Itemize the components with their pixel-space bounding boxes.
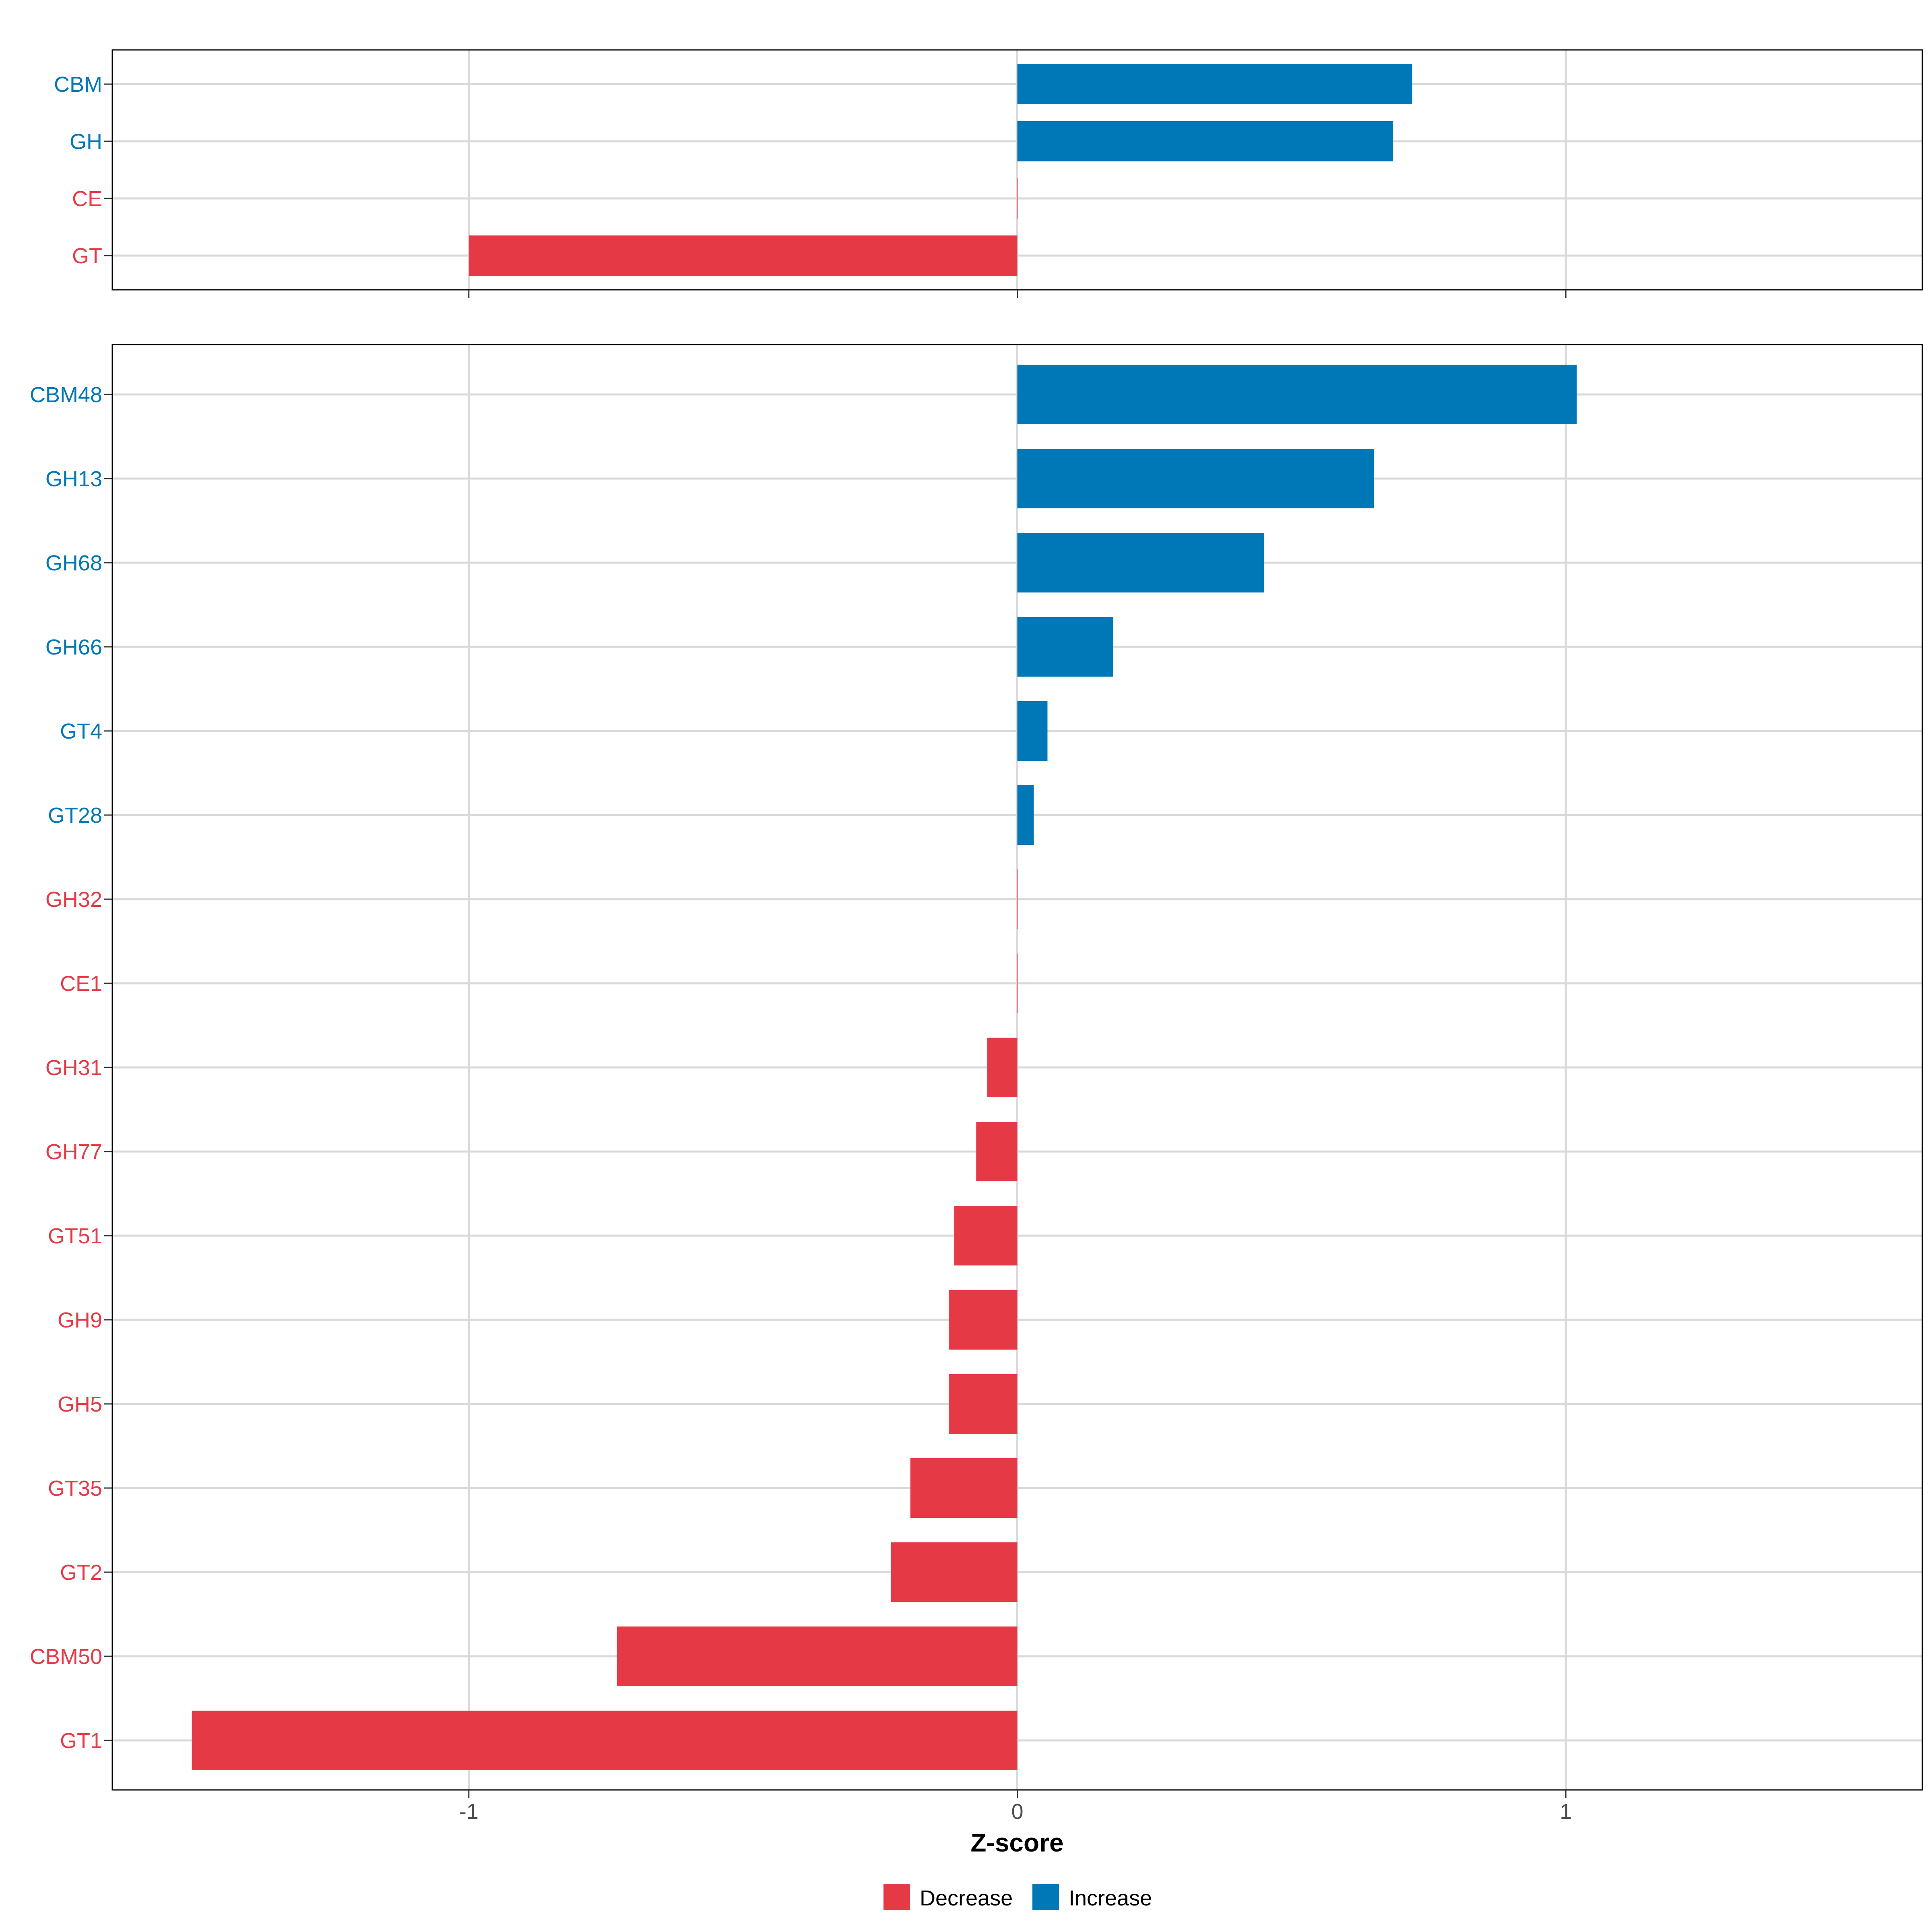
category-label-cbm50: CBM50: [30, 1645, 102, 1669]
bar-cbm48: [1017, 365, 1577, 424]
x-tick-label: 0: [1011, 1800, 1023, 1824]
category-label-gt2: GT2: [60, 1560, 102, 1585]
bar-gh66: [1017, 617, 1113, 677]
bar-gt51: [954, 1206, 1018, 1265]
top-panel-bars: [469, 64, 1412, 276]
category-label-gh32: GH32: [45, 888, 102, 912]
category-label-gt1: GT1: [60, 1729, 102, 1753]
bar-cbm50: [617, 1627, 1018, 1686]
legend-label-decrease: Decrease: [920, 1886, 1013, 1910]
bar-gh31: [987, 1038, 1018, 1097]
bar-gt: [469, 235, 1018, 276]
category-label-gh66: GH66: [45, 635, 102, 659]
category-label-cbm48: CBM48: [30, 383, 102, 407]
category-label-gt: GT: [72, 244, 102, 268]
bar-gh13: [1017, 449, 1374, 508]
category-label-gh68: GH68: [45, 551, 102, 575]
category-label-ce: CE: [72, 187, 102, 211]
x-tick-label: -1: [459, 1800, 479, 1824]
x-axis-title: Z-score: [970, 1828, 1063, 1857]
top-panel-category-labels: CBM GH CE GT: [54, 72, 112, 268]
category-label-gh31: GH31: [45, 1056, 102, 1080]
category-label-ce1: CE1: [60, 972, 102, 996]
category-label-gh9: GH9: [58, 1308, 102, 1332]
bar-gt4: [1017, 701, 1048, 761]
category-label-gh: GH: [70, 130, 102, 154]
bar-gt2: [891, 1542, 1018, 1602]
category-label-gh77: GH77: [45, 1140, 102, 1164]
bar-gh68: [1017, 533, 1264, 592]
bar-gt35: [910, 1458, 1018, 1518]
top-panel-x-ticks: [468, 290, 1567, 298]
bar-gh5: [949, 1374, 1018, 1434]
legend-swatch-increase: [1032, 1884, 1059, 1910]
category-label-gt4: GT4: [60, 719, 102, 743]
bar-cbm: [1017, 64, 1412, 104]
bar-gt28: [1017, 785, 1034, 845]
bottom-panel-x-ticks: -1 0 1: [459, 1790, 1572, 1824]
legend-label-increase: Increase: [1069, 1886, 1152, 1910]
bar-gh: [1017, 121, 1393, 161]
x-tick-label: 1: [1560, 1800, 1572, 1824]
category-label-cbm: CBM: [54, 72, 102, 97]
category-label-gh13: GH13: [45, 467, 102, 491]
bar-gh77: [976, 1122, 1018, 1181]
top-panel: CBM GH CE GT: [54, 49, 1923, 298]
bar-gh9: [949, 1290, 1018, 1350]
category-label-gh5: GH5: [58, 1392, 102, 1416]
bottom-panel-bars: [192, 365, 1577, 1770]
category-label-gt35: GT35: [48, 1476, 102, 1501]
bottom-panel: CBM48 GH13 GH68 GH66 GT4 GT28 GH32 CE1 GH31 GH77 G…: [30, 344, 1923, 1824]
bar-gt1: [192, 1711, 1018, 1770]
bottom-panel-category-labels: CBM48 GH13 GH68 GH66 GT4 GT28 GH32 CE1 GH31 GH77 G…: [30, 383, 112, 1753]
category-label-gt51: GT51: [48, 1224, 102, 1248]
category-label-gt28: GT28: [48, 803, 102, 828]
legend-swatch-decrease: [883, 1884, 910, 1910]
legend: Decrease Increase: [883, 1884, 1152, 1910]
